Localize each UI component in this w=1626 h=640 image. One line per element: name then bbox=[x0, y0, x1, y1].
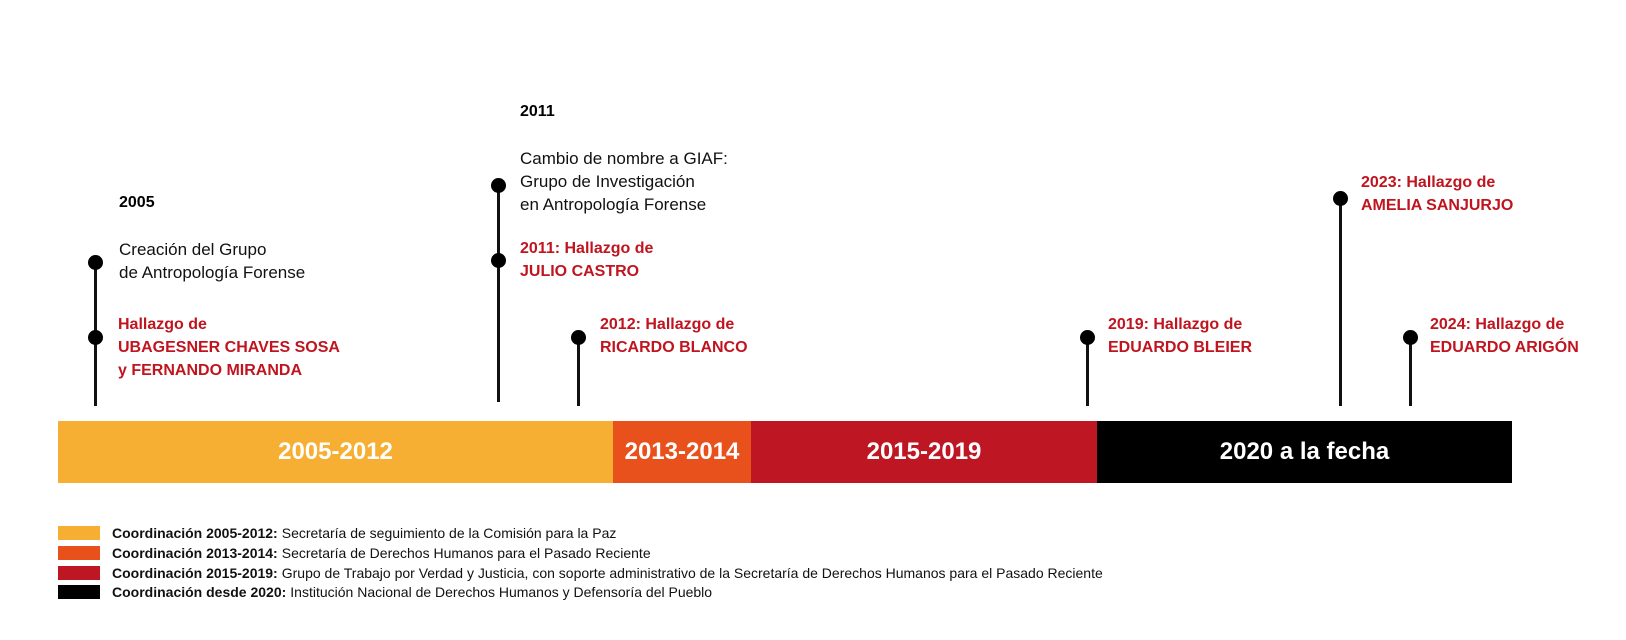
legend-title: Coordinación 2015-2019: bbox=[112, 565, 278, 581]
finding-dot-6 bbox=[1403, 330, 1418, 345]
finding-dot-1 bbox=[88, 330, 103, 345]
finding-dot-5 bbox=[1333, 191, 1348, 206]
legend-swatch-2013-2014 bbox=[58, 546, 100, 560]
legend-swatch-2020 bbox=[58, 585, 100, 599]
legend-row-2005-2012: Coordinación 2005-2012: Secretaría de se… bbox=[58, 525, 616, 541]
period-band-2020: 2020 a la fecha bbox=[1097, 421, 1512, 483]
finding-label-3: 2012: Hallazgo de RICARDO BLANCO bbox=[600, 316, 748, 356]
legend-text: Institución Nacional de Derechos Humanos… bbox=[290, 584, 713, 600]
event-text-2011: Cambio de nombre a GIAF: Grupo de Invest… bbox=[520, 149, 728, 214]
finding-label-5: 2023: Hallazgo de AMELIA SANJURJO bbox=[1361, 174, 1514, 214]
legend-title: Coordinación 2013-2014: bbox=[112, 545, 278, 561]
finding-label-6: 2024: Hallazgo de EDUARDO ARIGÓN bbox=[1430, 316, 1579, 356]
event-year-2005: 2005 bbox=[119, 194, 155, 211]
legend-swatch-2015-2019 bbox=[58, 566, 100, 580]
legend-title: Coordinación 2005-2012: bbox=[112, 525, 278, 541]
stem-2011 bbox=[497, 185, 500, 402]
stem-2019 bbox=[1086, 338, 1089, 406]
event-text-2005: Creación del Grupo de Antropología Foren… bbox=[119, 240, 306, 282]
finding-dot-4 bbox=[1080, 330, 1095, 345]
period-band-2005-2012: 2005-2012 bbox=[58, 421, 613, 483]
stem-2024 bbox=[1409, 338, 1412, 406]
finding-label-2: 2011: Hallazgo de JULIO CASTRO bbox=[520, 240, 654, 280]
period-band-2015-2019: 2015-2019 bbox=[751, 421, 1097, 483]
legend-row-2015-2019: Coordinación 2015-2019: Grupo de Trabajo… bbox=[58, 565, 1103, 581]
event-dot-2011 bbox=[491, 178, 506, 193]
legend-text: Grupo de Trabajo por Verdad y Justicia, … bbox=[281, 565, 1103, 581]
legend-text: Secretaría de Derechos Humanos para el P… bbox=[281, 545, 651, 561]
legend-row-2013-2014: Coordinación 2013-2014: Secretaría de De… bbox=[58, 545, 651, 561]
event-dot-2005 bbox=[88, 255, 103, 270]
legend-row-2020: Coordinación desde 2020: Institución Nac… bbox=[58, 584, 712, 600]
stem-2023 bbox=[1339, 198, 1342, 406]
legend-title: Coordinación desde 2020: bbox=[112, 584, 287, 600]
legend-swatch-2005-2012 bbox=[58, 526, 100, 540]
event-year-2011: 2011 bbox=[520, 103, 555, 120]
legend-text: Secretaría de seguimiento de la Comisión… bbox=[281, 525, 617, 541]
finding-label-1: Hallazgo de UBAGESNER CHAVES SOSA y FERN… bbox=[118, 316, 340, 379]
finding-dot-3 bbox=[571, 330, 586, 345]
stem-2012 bbox=[577, 338, 580, 406]
period-band-2013-2014: 2013-2014 bbox=[613, 421, 751, 483]
finding-label-4: 2019: Hallazgo de EDUARDO BLEIER bbox=[1108, 316, 1253, 356]
finding-dot-2 bbox=[491, 253, 506, 268]
